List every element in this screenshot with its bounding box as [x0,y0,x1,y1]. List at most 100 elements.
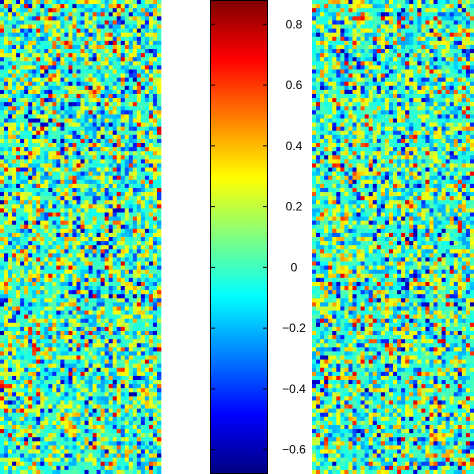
heatmap-cell [116,326,122,332]
heatmap-cell [60,155,65,160]
heatmap-cell [88,44,93,50]
heatmap-cell [144,102,150,107]
heatmap-cell [152,216,158,221]
heatmap-cell [8,273,13,279]
heatmap-cell [64,114,69,119]
heatmap-cell [100,151,105,156]
heatmap-cell [128,208,134,213]
heatmap-cell [16,302,21,307]
heatmap-cell [116,351,122,356]
heatmap-cell [96,53,101,58]
heatmap-cell [60,298,65,303]
heatmap-cell [108,130,114,136]
heatmap-cell [104,273,109,279]
heatmap-cell [364,12,369,17]
heatmap-cell [64,212,69,217]
heatmap-cell [80,424,85,430]
heatmap-cell [144,163,150,168]
heatmap-cell [52,81,57,87]
heatmap-cell [148,269,154,275]
heatmap-cell [124,457,130,463]
heatmap-cell [88,98,93,103]
heatmap-cell [84,306,89,311]
heatmap-cell [136,151,142,156]
heatmap-cell [48,453,53,458]
heatmap-cell [393,32,398,38]
heatmap-cell [72,8,77,13]
heatmap-cell [120,24,126,29]
heatmap-cell [64,318,69,324]
heatmap-cell [112,416,118,422]
heatmap-cell [4,241,9,246]
heatmap-cell [72,114,77,119]
heatmap-cell [0,12,5,17]
heatmap-cell [0,245,5,250]
heatmap-cell [44,232,49,238]
heatmap-cell [52,359,57,364]
heatmap-cell [120,261,126,266]
heatmap-cell [12,196,17,201]
heatmap-cell [136,257,142,262]
heatmap-cell [112,322,118,328]
heatmap-cell [0,404,5,409]
heatmap-cell [140,53,146,58]
heatmap-cell [152,167,158,172]
heatmap-cell [124,437,130,442]
heatmap-cell [112,433,118,438]
heatmap-cell [445,8,450,13]
heatmap-cell [68,179,73,185]
heatmap-cell [60,347,65,352]
heatmap-cell [0,310,5,315]
heatmap-cell [44,261,49,266]
heatmap-cell [64,245,69,250]
heatmap-cell [128,359,134,364]
heatmap-cell [32,330,37,336]
heatmap-cell [140,81,146,87]
heatmap-cell [136,187,142,193]
heatmap-cell [88,306,93,311]
heatmap-cell [112,85,118,91]
heatmap-cell [68,20,73,25]
heatmap-cell [28,175,33,181]
heatmap-cell [32,424,37,430]
heatmap-cell [156,355,162,360]
heatmap-cell [48,192,53,197]
heatmap-cell [4,265,9,270]
heatmap-cell [80,65,85,70]
heatmap-cell [0,147,5,152]
heatmap-cell [88,12,93,17]
heatmap-cell [405,32,410,38]
heatmap-cell [132,363,138,369]
heatmap-cell [28,130,33,136]
heatmap-cell [96,261,101,266]
heatmap-cell [76,77,81,83]
heatmap-cell [40,355,45,360]
heatmap-cell [401,4,406,9]
heatmap-cell [68,253,73,258]
heatmap-cell [116,445,122,450]
heatmap-cell [324,4,329,9]
heatmap-cell [4,196,9,201]
heatmap-cell [12,102,17,107]
heatmap-cell [128,375,134,381]
heatmap-cell [336,16,341,21]
heatmap-cell [84,245,89,250]
heatmap-cell [128,281,134,287]
heatmap-cell [152,445,158,450]
heatmap-cell [116,314,122,320]
heatmap-cell [80,245,85,250]
heatmap-cell [108,457,114,463]
heatmap-cell [52,40,57,46]
heatmap-cell [32,465,37,471]
heatmap-cell [28,40,33,46]
heatmap-cell [16,114,21,119]
heatmap-cell [60,53,65,58]
heatmap-cell [92,212,97,217]
heatmap-cell [76,212,81,217]
heatmap-cell [52,408,57,414]
heatmap-cell [140,175,146,181]
heatmap-cell [88,228,93,234]
heatmap-cell [104,44,109,50]
heatmap-cell [92,330,97,336]
heatmap-cell [100,224,105,230]
